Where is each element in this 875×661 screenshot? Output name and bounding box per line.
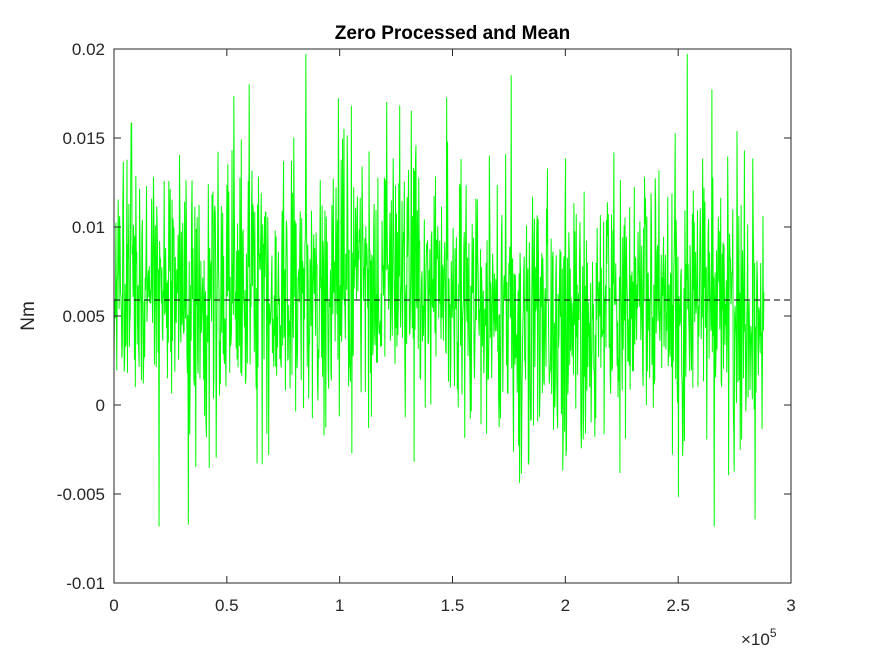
y-tick-label: 0.02: [72, 40, 105, 59]
y-tick-label: -0.01: [66, 574, 105, 593]
signal-layer: [113, 53, 765, 527]
x-exponent-label: ×105: [741, 626, 777, 649]
tick-layer: 0 0.5 1 1.5 2 2.5 3 -0.01 -0.005 0 0.005 0.01 0.015 0…: [57, 40, 796, 615]
y-tick-label: 0.015: [62, 129, 105, 148]
x-tick-label: 2: [561, 596, 570, 615]
x-exponent-power: 5: [770, 626, 777, 640]
x-tick-label: 1: [335, 596, 344, 615]
x-tick-label: 3: [786, 596, 795, 615]
x-tick-label: 1.5: [441, 596, 465, 615]
x-tick-label: 0: [109, 596, 118, 615]
y-tick-label: 0.01: [72, 218, 105, 237]
chart-title: Zero Processed and Mean: [335, 23, 570, 44]
y-tick-label: -0.005: [57, 485, 105, 504]
x-tick-label: 0.5: [215, 596, 239, 615]
x-exponent-base: ×10: [741, 630, 770, 649]
signal-line: [113, 53, 765, 527]
x-tick-label: 2.5: [666, 596, 690, 615]
y-tick-label: 0.005: [62, 307, 105, 326]
y-axis-label: Nm: [18, 301, 39, 331]
y-tick-label: 0: [96, 396, 105, 415]
